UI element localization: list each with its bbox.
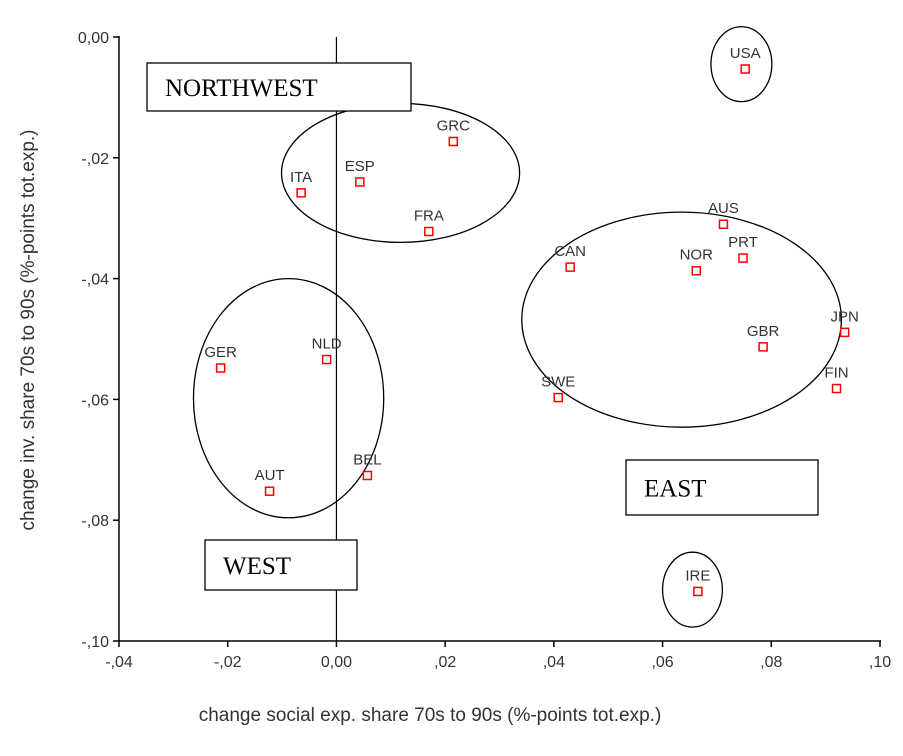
data-point-marker (264, 486, 275, 496)
group-ellipse (661, 551, 724, 628)
data-point-marker (738, 253, 748, 263)
y-tick-label: -,10 (81, 634, 109, 651)
x-tick-label: -,04 (105, 654, 133, 671)
data-point-marker (693, 586, 703, 597)
data-point-label: GBR (747, 323, 780, 340)
data-point-label: GRC (437, 117, 471, 134)
data-point-label: USA (730, 45, 761, 62)
data-point-label: FRA (414, 207, 444, 224)
y-ticks: 0,00 -,02 -,04 -,06 -,08 -,10 (78, 30, 119, 651)
x-tick-label: ,08 (760, 654, 782, 671)
x-axis-title: change social exp. share 70s to 90s (%-p… (199, 705, 662, 726)
data-point-marker (321, 354, 332, 365)
data-point-marker (718, 219, 729, 229)
group-ellipse (192, 277, 385, 519)
data-point-label: GER (204, 344, 237, 361)
data-point-marker (553, 392, 563, 403)
data-point-label: IRE (685, 567, 710, 584)
group-label-box (204, 539, 358, 591)
group-label-box (146, 62, 412, 112)
data-point-marker (758, 342, 768, 352)
x-ticks: -,04 -,02 0,00 ,02 ,04 ,06 ,08 ,10 (105, 641, 891, 671)
x-tick-label: ,10 (869, 654, 891, 671)
y-tick-label: -,04 (81, 272, 109, 289)
data-point-marker (740, 64, 750, 74)
data-point-label: AUS (708, 200, 739, 217)
data-points: USA GRC ESP ITA FRA AUS PRT CAN NOR JPN GBR GER NLD F… (204, 45, 859, 597)
data-point-marker (448, 136, 459, 147)
data-point-label: AUT (255, 467, 285, 484)
data-point-label: FIN (824, 365, 848, 382)
data-point-label: ESP (345, 158, 375, 175)
data-point-marker (362, 470, 373, 481)
y-tick-label: -,08 (81, 513, 109, 530)
data-point-label: PRT (728, 234, 758, 251)
axes: -,04 -,02 0,00,02,04,06,08,10 0,00-,02-,04… (78, 30, 891, 671)
data-point-marker (424, 226, 434, 237)
group-label: EAST (644, 476, 707, 503)
data-point-label: SWE (541, 374, 575, 391)
data-point-label: JPN (830, 308, 858, 325)
x-tick-label: 0,00 (321, 654, 352, 671)
group-label-boxes: NORTHWEST WEST EAST (146, 62, 819, 591)
group-label-box (625, 459, 819, 516)
data-point-marker (355, 177, 365, 187)
data-point-marker (691, 265, 702, 276)
data-point-label: CAN (554, 243, 586, 260)
y-tick-label: -,06 (81, 392, 109, 409)
data-point-marker (296, 188, 306, 198)
group-label: WEST (223, 553, 291, 580)
x-tick-label: ,06 (651, 654, 673, 671)
y-tick-label: 0,00 (78, 30, 109, 47)
data-point-marker (839, 327, 850, 338)
group-ellipse (710, 26, 773, 103)
group-ellipse (521, 211, 843, 428)
group-label: NORTHWEST (165, 75, 318, 102)
data-point-label: NLD (312, 336, 342, 353)
x-tick-label: ,02 (434, 654, 456, 671)
group-ellipses (192, 26, 843, 628)
y-axis-title: change inv. share 70s to 90s (%-points t… (18, 130, 39, 531)
data-point-label: ITA (290, 169, 312, 186)
data-point-label: NOR (680, 247, 714, 264)
data-point-marker (831, 383, 842, 394)
data-point-marker (565, 262, 575, 272)
group-ellipse (280, 102, 521, 244)
y-tick-label: -,02 (81, 151, 109, 168)
x-tick-label: -,02 (214, 654, 242, 671)
data-point-marker (215, 363, 226, 373)
x-tick-label: ,04 (543, 654, 565, 671)
data-point-label: BEL (353, 452, 381, 469)
